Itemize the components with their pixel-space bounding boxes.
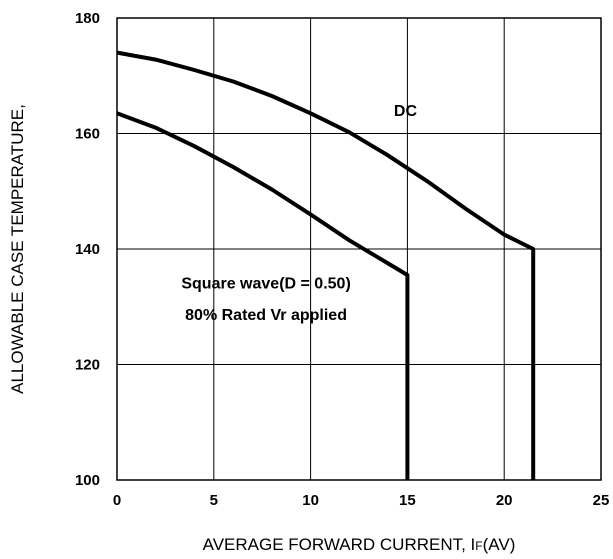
grid-layer [116, 17, 602, 481]
x-tick-label: 0 [113, 492, 121, 509]
series-layer [116, 50, 536, 480]
series-line-square-wave [116, 111, 410, 480]
x-axis-title-suffix: (AV) [483, 535, 516, 554]
x-axis-title-sub: F [475, 539, 482, 553]
y-axis-title: ALLOWABLE CASE TEMPERATURE, [8, 104, 27, 394]
plot-frame [116, 17, 602, 481]
x-axis-title: AVERAGE FORWARD CURRENT, IF(AV) [203, 535, 516, 554]
tick-layer: 0 5 10 15 20 25 100 120 140 160 180 [75, 10, 609, 509]
y-tick-label: 100 [75, 472, 100, 489]
x-tick-label: 15 [399, 492, 416, 509]
series-line-dc [116, 50, 536, 480]
x-tick-label: 5 [210, 492, 218, 509]
annotation-layer: DC Square wave(D = 0.50) 80% Rated Vr appl… [181, 103, 417, 324]
x-tick-label: 20 [496, 492, 513, 509]
x-tick-label: 25 [593, 492, 610, 509]
y-tick-label: 140 [75, 241, 100, 258]
y-tick-label: 160 [75, 126, 100, 143]
annotation-label: 80% Rated Vr applied [185, 307, 347, 324]
y-tick-label: 180 [75, 10, 100, 27]
x-axis-title-main: AVERAGE FORWARD CURRENT, I [203, 535, 476, 554]
y-tick-label: 120 [75, 357, 100, 374]
x-tick-label: 10 [302, 492, 319, 509]
annotation-label: DC [394, 103, 418, 120]
annotation-label: Square wave(D = 0.50) [181, 275, 350, 292]
